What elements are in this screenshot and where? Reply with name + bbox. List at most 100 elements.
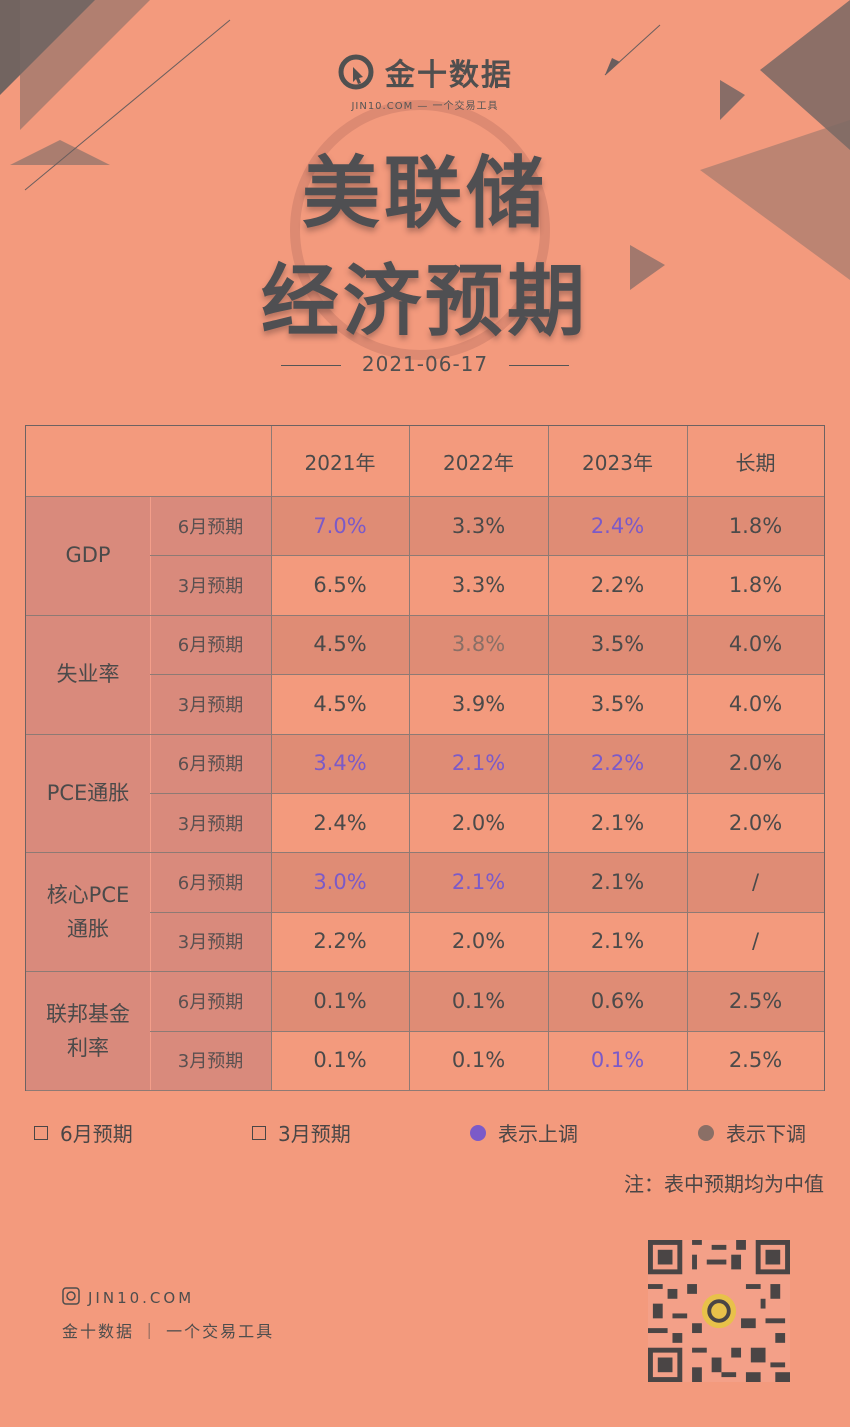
- table-cell: 2.4%: [313, 810, 367, 835]
- grid-hline: [26, 1090, 824, 1091]
- table-cell: 2.1%: [590, 870, 645, 895]
- table-cell: 3.0%: [313, 870, 367, 895]
- table-cell: 2.1%: [590, 810, 645, 835]
- row-sub-label: 3月预期: [150, 1030, 271, 1090]
- footer-site: JIN10.COM: [62, 1287, 194, 1309]
- footer-slogan: 金十数据 ｜ 一个交易工具: [62, 1322, 275, 1341]
- legend-down: 表示下调: [698, 1118, 806, 1147]
- legend-up: 表示上调: [470, 1118, 578, 1147]
- forecast-table: 2021年 2022年 2023年 长期 GDP 6月预期 7.0% 3.3% 2.4% 1.8%…: [25, 425, 825, 1091]
- grid-hline: [150, 674, 824, 676]
- table-cell: 0.1%: [313, 1048, 367, 1073]
- row-category: GDP: [26, 496, 150, 615]
- legend-june-label: 6月预期: [60, 1122, 133, 1146]
- legend-down-dot: [698, 1124, 714, 1141]
- column-header: 2022年: [443, 450, 514, 475]
- table-cell: 3.5%: [590, 632, 645, 657]
- grid-hline: [150, 555, 824, 557]
- brand-header: 金十数据 JIN10.COM — 一个交易工具: [0, 50, 850, 112]
- row-category: PCE通胀: [26, 733, 150, 853]
- grid-vline: [409, 426, 410, 1090]
- grid-hline: [26, 852, 824, 854]
- row-sub-label: 6月预期: [150, 852, 271, 912]
- qr-code-icon: [648, 1240, 790, 1382]
- footnote: 注：表中预期均为中值: [624, 1172, 824, 1196]
- row-sub-label: 3月预期: [150, 674, 271, 734]
- title-line-1: 美联储: [301, 149, 548, 239]
- grid-vline: [271, 426, 272, 1090]
- grid-hline: [26, 496, 824, 497]
- date-right-divider: [509, 365, 570, 366]
- table-cell: 3.8%: [451, 632, 506, 657]
- table-cell: 3.9%: [451, 691, 506, 716]
- row-sub-label: 6月预期: [150, 496, 271, 556]
- legend-up-dot: [470, 1124, 486, 1141]
- row-category: 核心PCE 通胀: [26, 852, 150, 972]
- brand-subtitle: JIN10.COM — 一个交易工具: [351, 101, 499, 112]
- table-cell: 6.5%: [313, 573, 367, 598]
- table-cell: 2.2%: [590, 751, 645, 776]
- table-cell: 2.5%: [728, 1048, 783, 1073]
- jin10-small-logo-icon: [62, 1287, 80, 1309]
- date-row: 2021-06-17: [0, 352, 850, 376]
- row-sub-label: 3月预期: [150, 911, 271, 972]
- table-cell: 4.5%: [313, 632, 367, 657]
- table-cell: 2.4%: [590, 513, 645, 538]
- table-cell: 2.1%: [590, 929, 645, 954]
- brand-name: 金十数据: [385, 58, 513, 93]
- title-line-2: 经济预期: [260, 257, 589, 347]
- row-sub-label: 3月预期: [150, 793, 271, 853]
- legend-june: 6月预期: [34, 1118, 133, 1147]
- legend: 6月预期 3月预期 表示上调 表示下调: [0, 1118, 850, 1148]
- legend-march-swatch: [252, 1125, 266, 1140]
- row-sub-label: 6月预期: [150, 614, 271, 675]
- grid-vline: [548, 426, 549, 1090]
- column-header: 2023年: [582, 450, 653, 475]
- legend-up-label: 表示上调: [498, 1122, 578, 1146]
- row-sub-label: 3月预期: [150, 555, 271, 615]
- row-category: 联邦基金 利率: [26, 971, 150, 1090]
- table-cell: 2.0%: [451, 929, 506, 954]
- grid-hline: [150, 793, 824, 794]
- table-cell: 2.5%: [728, 988, 783, 1013]
- table-cell: 2.2%: [590, 573, 645, 598]
- legend-march-label: 3月预期: [278, 1122, 351, 1146]
- date-left-divider: [280, 365, 341, 366]
- legend-june-swatch: [34, 1125, 48, 1140]
- table-cell: 0.1%: [451, 1048, 506, 1073]
- row-sub-label: 6月预期: [150, 971, 271, 1031]
- column-header: 长期: [735, 450, 776, 475]
- table-cell: 0.1%: [313, 988, 367, 1013]
- report-date: 2021-06-17: [361, 352, 489, 376]
- footer-site-text: JIN10.COM: [88, 1289, 195, 1307]
- table-cell: 2.0%: [728, 751, 783, 776]
- table-cell: 4.0%: [728, 691, 783, 716]
- table-cell: 3.5%: [590, 691, 645, 716]
- page-title: 美联储 经济预期: [0, 140, 850, 356]
- legend-down-label: 表示下调: [726, 1122, 806, 1146]
- grid-hline: [26, 733, 824, 735]
- grid-vline: [687, 426, 688, 1090]
- legend-march: 3月预期: [252, 1118, 351, 1147]
- table-cell: 3.4%: [313, 751, 367, 776]
- table-cell: 4.5%: [313, 691, 367, 716]
- table-cell: 7.0%: [313, 513, 367, 538]
- table-cell: 2.1%: [451, 870, 506, 895]
- table-cell: /: [751, 929, 760, 954]
- table-cell: /: [751, 870, 760, 895]
- table-cell: 0.1%: [451, 988, 506, 1013]
- row-category: 失业率: [26, 614, 150, 734]
- grid-hline: [150, 911, 824, 913]
- table-cell: 1.8%: [728, 513, 783, 538]
- table-cell: 2.2%: [313, 929, 367, 954]
- grid-hline: [150, 1030, 824, 1032]
- row-sub-label: 6月预期: [150, 733, 271, 793]
- column-header: 2021年: [304, 450, 376, 475]
- table-cell: 3.3%: [451, 573, 506, 598]
- table-cell: 2.0%: [451, 810, 506, 835]
- table-cell: 1.8%: [728, 573, 783, 598]
- table-cell: 0.1%: [590, 1048, 645, 1073]
- table-cell: 2.0%: [728, 810, 783, 835]
- grid-hline: [26, 971, 824, 973]
